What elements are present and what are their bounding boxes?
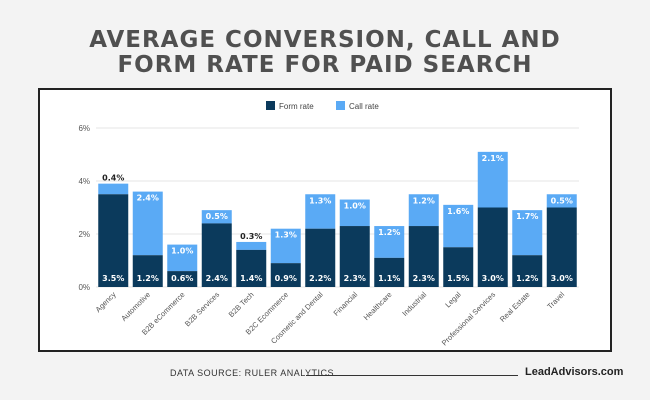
footer-divider — [306, 375, 518, 376]
y-tick-label: 2% — [78, 230, 90, 239]
bar-form-rate — [236, 249, 267, 287]
data-label-call-rate: 0.4% — [102, 174, 124, 183]
bar-form-rate — [408, 226, 439, 287]
x-tick-label: B2B Services — [183, 290, 221, 328]
bar-call-rate — [98, 183, 129, 195]
y-tick-label: 4% — [78, 177, 90, 186]
data-label-form-rate: 1.2% — [137, 274, 159, 283]
legend-swatch-call-rate — [336, 101, 345, 110]
x-tick-label: Agency — [94, 290, 118, 314]
x-tick-label: Travel — [545, 290, 566, 311]
data-label-form-rate: 0.9% — [275, 274, 297, 283]
bar-form-rate — [546, 207, 577, 287]
bar-form-rate — [167, 271, 198, 287]
data-label-form-rate: 2.4% — [206, 274, 228, 283]
bar-form-rate — [339, 226, 370, 287]
bar-form-rate — [374, 257, 405, 287]
bar-form-rate — [98, 194, 129, 287]
legend-label: Form rate — [279, 102, 314, 111]
data-label-call-rate: 0.3% — [240, 232, 262, 241]
data-label-call-rate: 2.1% — [482, 154, 504, 163]
x-tick-label: Automotive — [119, 290, 152, 323]
y-tick-label: 0% — [78, 283, 90, 292]
data-label-form-rate: 1.5% — [447, 274, 469, 283]
bar-form-rate — [305, 228, 336, 287]
x-tick-label: Industrial — [400, 290, 428, 318]
data-label-form-rate: 3.0% — [482, 274, 504, 283]
data-label-call-rate: 1.2% — [413, 196, 435, 205]
legend-swatch-form-rate — [266, 101, 275, 110]
bar-call-rate — [305, 194, 336, 229]
data-label-form-rate: 0.6% — [171, 274, 193, 283]
legend-label: Call rate — [349, 102, 379, 111]
bar-call-rate — [408, 194, 439, 227]
bar-call-rate — [236, 241, 267, 250]
data-source: DATA SOURCE: RULER ANALYTICS — [170, 368, 335, 378]
data-label-call-rate: 0.5% — [551, 196, 573, 205]
x-tick-label: Legal — [443, 290, 463, 310]
bar-form-rate — [201, 223, 232, 287]
bar-call-rate — [167, 244, 198, 272]
data-label-form-rate: 2.3% — [344, 274, 366, 283]
data-label-call-rate: 2.4% — [137, 194, 159, 203]
bar-form-rate — [512, 255, 543, 287]
data-label-call-rate: 1.7% — [516, 212, 538, 221]
bar-call-rate — [512, 210, 543, 256]
data-label-call-rate: 0.5% — [206, 212, 228, 221]
data-label-form-rate: 1.2% — [516, 274, 538, 283]
data-label-form-rate: 2.2% — [309, 274, 331, 283]
bar-call-rate — [270, 228, 301, 264]
x-tick-label: B2B Tech — [227, 290, 256, 319]
data-label-call-rate: 1.6% — [447, 207, 469, 216]
bar-call-rate — [132, 191, 163, 256]
data-label-call-rate: 1.0% — [344, 202, 366, 211]
bar-form-rate — [443, 247, 474, 287]
bar-form-rate — [270, 263, 301, 287]
bar-call-rate — [201, 210, 232, 224]
y-tick-label: 6% — [78, 124, 90, 133]
chart-title-line-2: FORM RATE FOR PAID SEARCH — [117, 52, 533, 78]
brand-logo-text: LeadAdvisors.com — [525, 366, 624, 378]
data-label-call-rate: 1.0% — [171, 247, 193, 256]
stacked-bar-chart: 0% 2% 4% 6% Form rate Call rate 3.5% 0.4% Agency… — [78, 101, 579, 347]
data-label-form-rate: 2.3% — [413, 274, 435, 283]
bar-form-rate — [477, 207, 508, 287]
data-label-form-rate: 1.4% — [240, 274, 262, 283]
data-label-call-rate: 1.3% — [309, 196, 331, 205]
bar-call-rate — [443, 204, 474, 248]
chart-title: AVERAGE CONVERSION, CALL AND FORM RATE F… — [0, 28, 650, 78]
bar-form-rate — [132, 255, 163, 287]
bar-call-rate — [546, 194, 577, 208]
bar-call-rate — [339, 199, 370, 227]
bar-call-rate — [374, 226, 405, 258]
x-tick-label: Financial — [332, 290, 360, 318]
x-tick-label: Real Estate — [498, 290, 532, 324]
data-label-form-rate: 3.0% — [551, 274, 573, 283]
data-label-call-rate: 1.3% — [275, 231, 297, 240]
chart-title-line-1: AVERAGE CONVERSION, CALL AND — [89, 27, 561, 53]
data-label-form-rate: 3.5% — [102, 274, 124, 283]
chart-panel: 0% 2% 4% 6% Form rate Call rate 3.5% 0.4% Agency… — [38, 88, 612, 352]
x-tick-label: Healthcare — [362, 290, 394, 322]
bar-call-rate — [477, 151, 508, 208]
data-label-form-rate: 1.1% — [378, 274, 400, 283]
data-label-call-rate: 1.2% — [378, 228, 400, 237]
